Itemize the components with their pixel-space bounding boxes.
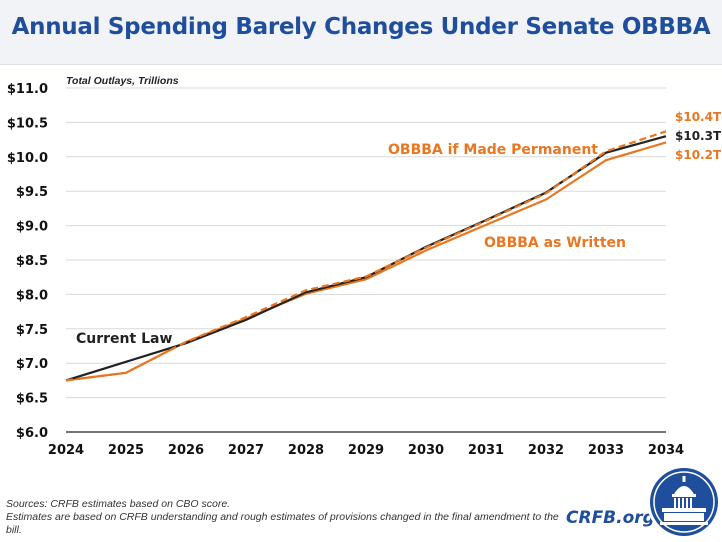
- y-tick-label: $8.0: [16, 288, 48, 303]
- series-label-obbba-written: OBBBA as Written: [484, 235, 626, 251]
- series-line-obbba-if-made-permanent: [65, 130, 667, 382]
- x-tick-label: 2027: [228, 443, 264, 458]
- x-axis-ticks: 2024 2025 2026 2027 2028 2029 2030 2031 2032 2033…: [48, 443, 684, 458]
- y-tick-label: $8.5: [16, 254, 48, 269]
- end-label-written: $10.2T: [675, 148, 722, 162]
- x-tick-label: 2034: [648, 443, 684, 458]
- x-tick-label: 2028: [288, 443, 324, 458]
- capitol-seal-icon: [647, 465, 721, 539]
- gridlines: [66, 87, 666, 433]
- y-tick-label: $9.0: [16, 220, 48, 235]
- y-tick-label: $7.5: [16, 323, 48, 338]
- y-tick-label: $10.5: [7, 116, 48, 131]
- series-lines: [65, 130, 667, 382]
- y-tick-label: $10.0: [7, 151, 48, 166]
- title-bar: Annual Spending Barely Changes Under Sen…: [0, 0, 722, 65]
- y-tick-label: $6.0: [16, 426, 48, 441]
- footer-notes: Sources: CRFB estimates based on CBO sco…: [6, 498, 566, 537]
- estimates-note: Estimates are based on CRFB understandin…: [6, 511, 559, 536]
- series-label-current-law: Current Law: [76, 331, 172, 347]
- x-tick-label: 2032: [528, 443, 564, 458]
- y-tick-label: $11.0: [7, 82, 48, 97]
- y-tick-label: $6.5: [16, 392, 48, 407]
- sources-note: Sources: CRFB estimates based on CBO sco…: [6, 498, 231, 510]
- chart-title: Annual Spending Barely Changes Under Sen…: [11, 14, 711, 40]
- line-chart: $11.0 $10.5 $10.0 $9.5 $9.0 $8.5 $8.0 $7.5 $7.0 $…: [7, 75, 722, 458]
- chart-subtitle: Total Outlays, Trillions: [66, 75, 179, 87]
- site-link[interactable]: CRFB.org: [566, 508, 655, 528]
- x-tick-label: 2029: [348, 443, 384, 458]
- x-tick-label: 2030: [408, 443, 444, 458]
- y-tick-label: $9.5: [16, 185, 48, 200]
- x-tick-label: 2026: [168, 443, 204, 458]
- end-label-current-law: $10.3T: [675, 129, 722, 143]
- x-tick-label: 2024: [48, 443, 84, 458]
- y-axis-ticks: $11.0 $10.5 $10.0 $9.5 $9.0 $8.5 $8.0 $7.5 $7.0 $…: [7, 82, 48, 441]
- x-tick-label: 2025: [108, 443, 144, 458]
- series-label-obbba-permanent: OBBBA if Made Permanent: [388, 142, 598, 158]
- x-tick-label: 2033: [588, 443, 624, 458]
- x-tick-label: 2031: [468, 443, 504, 458]
- end-label-permanent: $10.4T: [675, 110, 722, 124]
- y-tick-label: $7.0: [16, 357, 48, 372]
